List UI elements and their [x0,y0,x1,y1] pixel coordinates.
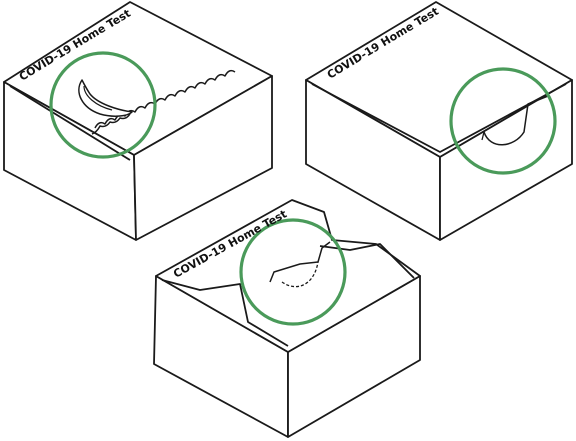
box-1-right-face [133,75,273,241]
box-3 [153,199,421,438]
box-2-lid-edge [311,83,567,153]
box-3-flap-left [161,279,289,347]
box-3-tab [269,241,331,283]
box-3-flap-right [319,243,415,279]
box-3-top-face [155,199,421,353]
box-1-peeled-strip-inner [83,85,113,111]
box-1-flap-edge [9,85,131,161]
box-1-seal-tear-lower [91,113,131,135]
box-2 [305,1,573,241]
box-3-highlight-circle [239,218,347,326]
box-3-tab-hidden [281,261,319,288]
box-1 [3,1,273,241]
box-1-highlight-circle [49,51,157,159]
box-1-peeled-strip [78,79,133,117]
box-2-highlight-circle [449,67,557,175]
box-2-tab-notch [481,131,485,141]
box-2-tab-slot [483,95,549,146]
